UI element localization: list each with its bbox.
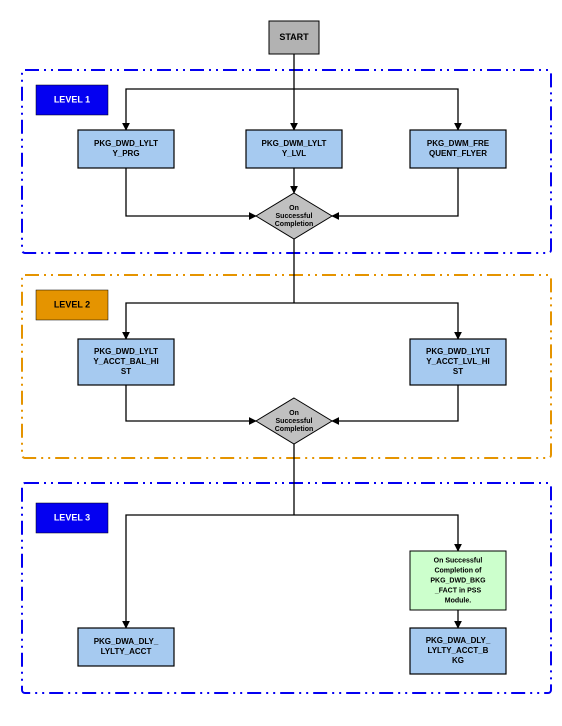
svg-text:PKG_DWD_BKG: PKG_DWD_BKG	[430, 577, 486, 584]
decision-d1: OnSuccessfulCompletion	[256, 193, 332, 239]
svg-text:PKG_DWD_LYLT: PKG_DWD_LYLT	[426, 347, 490, 356]
svg-text:PKG_DWD_LYLT: PKG_DWD_LYLT	[94, 139, 158, 148]
process-p2b: PKG_DWD_LYLTY_ACCT_LVL_HIST	[410, 339, 506, 385]
svg-text:Module.: Module.	[445, 597, 471, 604]
svg-text:Y_ACCT_BAL_HI: Y_ACCT_BAL_HI	[93, 357, 158, 366]
svg-text:LEVEL 2: LEVEL 2	[54, 299, 90, 309]
svg-text:_FACT in PSS: _FACT in PSS	[434, 587, 482, 594]
process-p1a: PKG_DWD_LYLTY_PRG	[78, 130, 174, 168]
decision-d2: OnSuccessfulCompletion	[256, 398, 332, 444]
svg-text:Successful: Successful	[276, 418, 313, 425]
svg-text:LYLTY_ACCT: LYLTY_ACCT	[101, 647, 152, 656]
svg-text:Y_PRG: Y_PRG	[112, 149, 139, 158]
svg-text:QUENT_FLYER: QUENT_FLYER	[429, 149, 487, 158]
svg-text:On: On	[289, 205, 299, 212]
start-node: START	[269, 21, 319, 54]
svg-text:Y_LVL: Y_LVL	[282, 149, 306, 158]
svg-text:ST: ST	[121, 367, 131, 376]
edge	[294, 303, 458, 339]
process-p3b: PKG_DWA_DLY_LYLTY_ACCT_BKG	[410, 628, 506, 674]
svg-text:PKG_DWA_DLY_: PKG_DWA_DLY_	[94, 637, 159, 646]
process-p3a: PKG_DWA_DLY_LYLTY_ACCT	[78, 628, 174, 666]
process-p2a: PKG_DWD_LYLTY_ACCT_BAL_HIST	[78, 339, 174, 385]
svg-text:PKG_DWM_LYLT: PKG_DWM_LYLT	[262, 139, 327, 148]
svg-text:PKG_DWM_FRE: PKG_DWM_FRE	[427, 139, 490, 148]
svg-text:On: On	[289, 410, 299, 417]
svg-text:PKG_DWA_DLY_: PKG_DWA_DLY_	[426, 636, 491, 645]
svg-text:LEVEL 1: LEVEL 1	[54, 94, 90, 104]
edge	[126, 89, 294, 130]
edge	[126, 515, 294, 628]
svg-text:Completion of: Completion of	[434, 567, 482, 574]
edge	[294, 89, 458, 130]
svg-text:Completion: Completion	[275, 221, 314, 228]
svg-text:Successful: Successful	[276, 213, 313, 220]
process-p1b: PKG_DWM_LYLTY_LVL	[246, 130, 342, 168]
svg-text:KG: KG	[452, 656, 464, 665]
svg-text:On Successful: On Successful	[434, 557, 483, 564]
edge	[126, 168, 256, 216]
svg-text:ST: ST	[453, 367, 463, 376]
edge	[332, 385, 458, 421]
process-p1c: PKG_DWM_FREQUENT_FLYER	[410, 130, 506, 168]
edge	[294, 515, 458, 551]
edge	[332, 168, 458, 216]
note-box: On Successful Completion of PKG_DWD_BKG _FA…	[410, 551, 506, 610]
edge	[126, 303, 294, 339]
svg-text:LYLTY_ACCT_B: LYLTY_ACCT_B	[428, 646, 489, 655]
svg-text:Y_ACCT_LVL_HI: Y_ACCT_LVL_HI	[426, 357, 489, 366]
svg-text:Completion: Completion	[275, 426, 314, 433]
svg-text:START: START	[279, 32, 309, 42]
svg-text:PKG_DWD_LYLT: PKG_DWD_LYLT	[94, 347, 158, 356]
edge	[126, 385, 256, 421]
svg-text:LEVEL 3: LEVEL 3	[54, 512, 90, 522]
